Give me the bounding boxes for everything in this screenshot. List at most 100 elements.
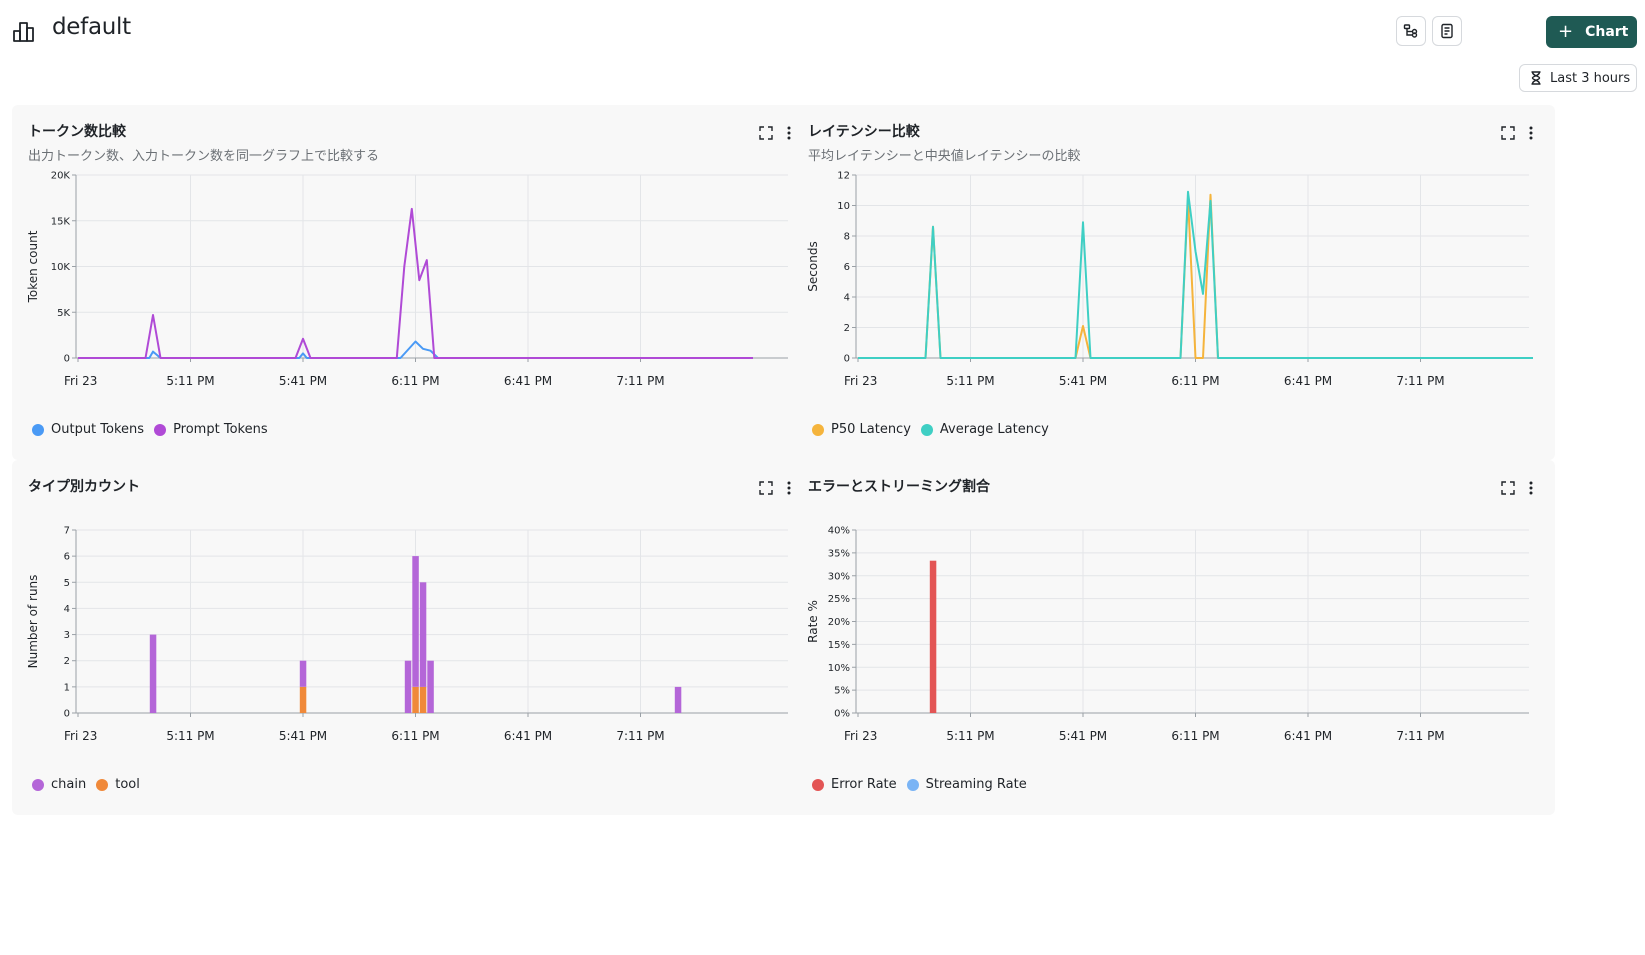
legend-swatch [154,423,167,436]
chart-legend: P50 Latency Average Latency [812,422,1059,437]
y-axis-label: Number of runs [26,575,40,669]
bar-chain[interactable] [149,634,157,713]
dashboard-title: default [52,14,131,40]
line-chart: 0 2 4 6 8 10 12 Fri 23 5:11 PM 5:41 PM 6:11 PM 6:41… [806,171,1533,388]
bar-chain[interactable] [404,660,412,713]
legend-swatch [906,778,919,791]
legend-label: Error Rate [831,777,897,792]
x-tick-label: 7:11 PM [616,729,664,743]
x-tick-label: Fri 23 [844,729,877,743]
panel-subtitle: 平均レイテンシーと中央値レイテンシーの比較 [808,149,1081,164]
dashboard-header: default + Chart [0,0,1645,64]
y-tick-label: 7 [64,526,70,537]
x-tick-label: 6:41 PM [1284,729,1332,743]
documentation-button[interactable] [1432,16,1462,46]
x-tick-label: 7:11 PM [1396,374,1444,388]
legend-label: Average Latency [939,422,1049,437]
y-tick-label: 20K [51,171,71,182]
bar-chart-icon [13,22,34,42]
hourglass-icon [1531,71,1541,85]
y-tick-label: 6 [64,552,70,563]
expand-chart-button[interactable] [756,123,776,143]
chart-legend: chain tool [32,777,150,792]
y-tick-label: 25% [828,594,850,605]
legend-label: tool [115,777,140,792]
expand-chart-button[interactable] [1498,123,1518,143]
y-tick-label: 2 [844,323,850,334]
panel-title: トークン数比較 [28,124,126,140]
bar-tool[interactable] [412,686,419,713]
x-tick-label: 5:41 PM [279,374,327,388]
add-chart-button[interactable]: + Chart [1546,16,1637,48]
y-tick-label: 12 [837,171,850,182]
legend-item-error_rate[interactable]: Error Rate [812,777,897,792]
bar-chain[interactable] [299,660,307,687]
expand-icon [759,481,773,495]
more-vertical-icon [787,481,791,495]
bar-chart: 0 1 2 3 4 5 6 7 Fri 23 5:11 PM 5:41 PM 6:11 PM 6:41 … [26,526,788,743]
y-tick-label: 6 [844,262,850,273]
series-line-average_latency [858,190,1533,359]
x-tick-label: 7:11 PM [1396,729,1444,743]
y-tick-label: 5 [64,578,70,589]
panel-title: エラーとストリーミング割合 [808,479,990,495]
chart-menu-button[interactable] [782,123,796,143]
legend-label: P50 Latency [831,422,911,437]
y-tick-label: 15% [828,640,850,651]
x-tick-label: 6:41 PM [504,729,552,743]
chart-panel-tokens: トークン数比較 出力トークン数、入力トークン数を同一グラフ上で比較する 0 5K 1… [12,105,816,460]
chart-panel-latency: レイテンシー比較 平均レイテンシーと中央値レイテンシーの比較 0 2 4 6 8 10 12… [792,105,1555,460]
expand-chart-button[interactable] [1498,478,1518,498]
bar-error_rate[interactable] [929,560,937,713]
chart-panel-error-streaming: エラーとストリーミング割合 0% 5% 10% 15% 20% 25% 30% 35% 40% F… [792,460,1555,815]
expand-icon [1501,126,1515,140]
chart-panel-runs-by-type: タイプ別カウント 0 1 2 3 4 5 6 7 Fri 23 5:11 PM 5:41 PM 6:1… [12,460,816,815]
chart-menu-button[interactable] [1524,123,1538,143]
expand-chart-button[interactable] [756,478,776,498]
chart-menu-button[interactable] [782,478,796,498]
bar-chain[interactable] [412,556,419,687]
legend-item-streaming_rate[interactable]: Streaming Rate [906,777,1027,792]
y-tick-label: 30% [828,571,850,582]
legend-item-prompt_tokens[interactable]: Prompt Tokens [154,422,268,437]
legend-label: Streaming Rate [925,777,1027,792]
time-range-label: Last 3 hours [1550,70,1631,86]
bar-chain[interactable] [419,582,427,687]
expand-icon [759,126,773,140]
panel-title: タイプ別カウント [28,479,140,495]
legend-item-output_tokens[interactable]: Output Tokens [32,422,144,437]
time-range-selector[interactable]: Last 3 hours [1519,64,1637,92]
trace-tree-button[interactable] [1396,16,1426,46]
line-chart: 0 5K 10K 15K 20K Fri 23 5:11 PM 5:41 PM 6:11 PM 6… [26,171,788,388]
x-tick-label: 5:41 PM [1059,374,1107,388]
legend-item-chain[interactable]: chain [32,777,86,792]
legend-swatch [812,778,824,791]
bar-chain[interactable] [674,686,682,713]
plus-icon: + [1558,21,1574,42]
legend-label: chain [51,777,87,792]
y-tick-label: 0 [64,709,70,720]
y-tick-label: 10K [51,262,71,273]
bar-tool[interactable] [299,686,307,713]
legend-item-average_latency[interactable]: Average Latency [920,422,1049,437]
legend-item-tool[interactable]: tool [96,777,140,792]
bar-tool[interactable] [419,686,427,713]
x-tick-label: 5:11 PM [166,374,214,388]
chart-menu-button[interactable] [1524,478,1538,498]
y-tick-label: 0 [844,354,850,365]
x-tick-label: Fri 23 [64,729,97,743]
legend-swatch [920,423,933,436]
y-tick-label: 10% [828,663,850,674]
y-tick-label: 10 [837,201,850,212]
y-tick-label: 3 [64,630,70,641]
legend-swatch [32,778,44,791]
x-tick-label: 6:41 PM [1284,374,1332,388]
chart-legend: Error Rate Streaming Rate [812,777,1037,792]
y-tick-label: 40% [828,526,850,537]
bar-chain[interactable] [427,660,434,713]
legend-label: Prompt Tokens [173,422,268,437]
y-axis-label: Rate % [806,600,820,643]
series-line-prompt_tokens [78,207,753,359]
legend-item-p50_latency[interactable]: P50 Latency [812,422,911,437]
y-tick-label: 35% [828,548,850,559]
